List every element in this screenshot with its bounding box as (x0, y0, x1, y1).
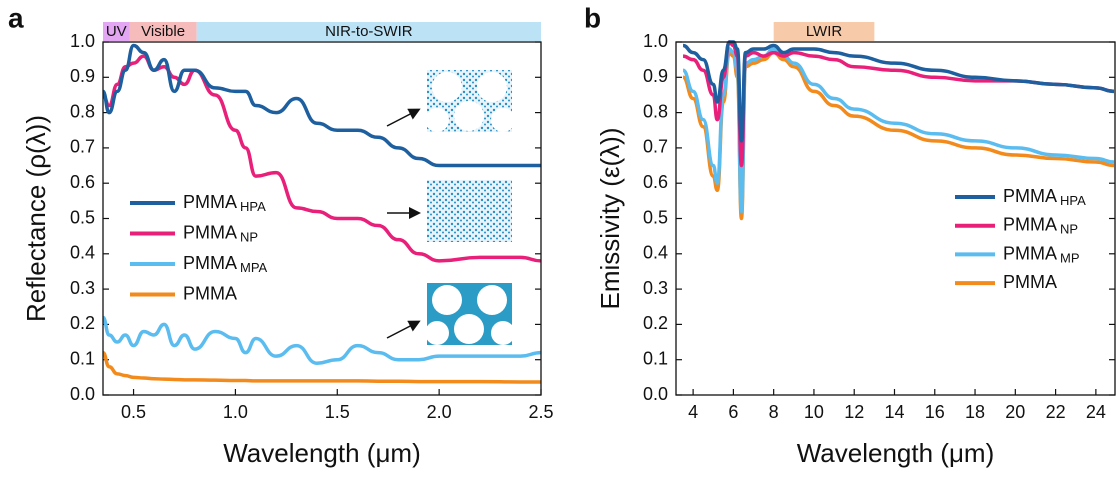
x-tick-label: 8 (769, 402, 779, 422)
x-tick-label: 14 (884, 402, 904, 422)
x-tick-label: 10 (804, 402, 824, 422)
x-tick-label: 0.5 (121, 402, 146, 422)
plot-frame (102, 41, 542, 396)
plot-frame (675, 41, 1116, 396)
x-tick-label: 12 (844, 402, 864, 422)
y-tick-label: 0.4 (643, 243, 668, 263)
panel-label: a (8, 2, 24, 33)
y-tick-label: 0.1 (643, 348, 668, 368)
y-tick-label: 1.0 (70, 31, 95, 51)
band-label: UV (106, 23, 127, 40)
x-tick-label: 6 (728, 402, 738, 422)
y-tick-label: 0.6 (643, 172, 668, 192)
x-tick-label: 1.0 (223, 402, 248, 422)
arrow (386, 320, 421, 339)
x-tick-label: 16 (925, 402, 945, 422)
y-tick-label: 0.0 (643, 384, 668, 404)
legend-label: PMMA (183, 283, 237, 303)
series-line (103, 350, 541, 384)
band-label: NIR-to-SWIR (325, 23, 413, 40)
y-tick-label: 0.6 (70, 172, 95, 192)
y-tick-label: 1.0 (643, 31, 668, 51)
y-tick-label: 0.2 (70, 313, 95, 333)
band (196, 22, 542, 41)
series-line (103, 54, 541, 263)
y-tick-label: 0.5 (643, 207, 668, 227)
x-tick-label: 22 (1046, 402, 1066, 422)
x-tick-label: 20 (1005, 402, 1025, 422)
x-axis-label: Wavelength (μm) (797, 438, 995, 468)
y-axis-label: Reflectance (ρ(λ)) (21, 115, 51, 322)
series-line (682, 40, 1115, 168)
legend-label: PMMA HPA (183, 192, 266, 215)
series-line (103, 43, 541, 168)
band (103, 22, 130, 41)
y-tick-label: 0.2 (643, 313, 668, 333)
band (773, 22, 875, 41)
x-tick-label: 24 (1086, 402, 1106, 422)
x-tick-label: 4 (688, 402, 698, 422)
inset-hpa (425, 70, 515, 132)
y-axis-label: Emissivity (ε(λ)) (595, 128, 625, 310)
band-label: Visible (141, 23, 185, 40)
x-tick-label: 18 (965, 402, 985, 422)
legend-label: PMMA MPA (183, 253, 268, 276)
y-tick-label: 0.1 (70, 348, 95, 368)
y-tick-label: 0.9 (70, 66, 95, 86)
series-line (682, 40, 1115, 143)
y-tick-label: 0.9 (643, 66, 668, 86)
y-tick-label: 0.7 (70, 137, 95, 157)
legend-label: PMMA (1003, 272, 1057, 292)
x-tick-label: 2.0 (427, 402, 452, 422)
legend-label: PMMA HPA (1003, 186, 1086, 209)
x-axis-label: Wavelength (μm) (223, 438, 421, 468)
y-tick-label: 0.3 (643, 278, 668, 298)
y-tick-label: 0.0 (70, 384, 95, 404)
x-tick-label: 1.5 (325, 402, 350, 422)
legend-label: PMMA NP (1003, 214, 1078, 237)
y-tick-label: 0.8 (643, 101, 668, 121)
legend-label: PMMA NP (183, 222, 258, 245)
y-tick-label: 0.3 (70, 278, 95, 298)
series-line (103, 315, 541, 365)
y-tick-label: 0.5 (70, 207, 95, 227)
x-tick-label: 2.5 (528, 402, 553, 422)
band-label: LWIR (806, 23, 843, 40)
inset-np (427, 180, 512, 242)
arrow (386, 108, 421, 127)
band (129, 22, 197, 41)
y-tick-label: 0.8 (70, 101, 95, 121)
y-tick-label: 0.4 (70, 243, 95, 263)
y-tick-label: 0.7 (643, 137, 668, 157)
inset-mpa (425, 283, 515, 345)
legend-label: PMMA MP (1003, 243, 1080, 266)
panel-label: b (584, 2, 601, 33)
